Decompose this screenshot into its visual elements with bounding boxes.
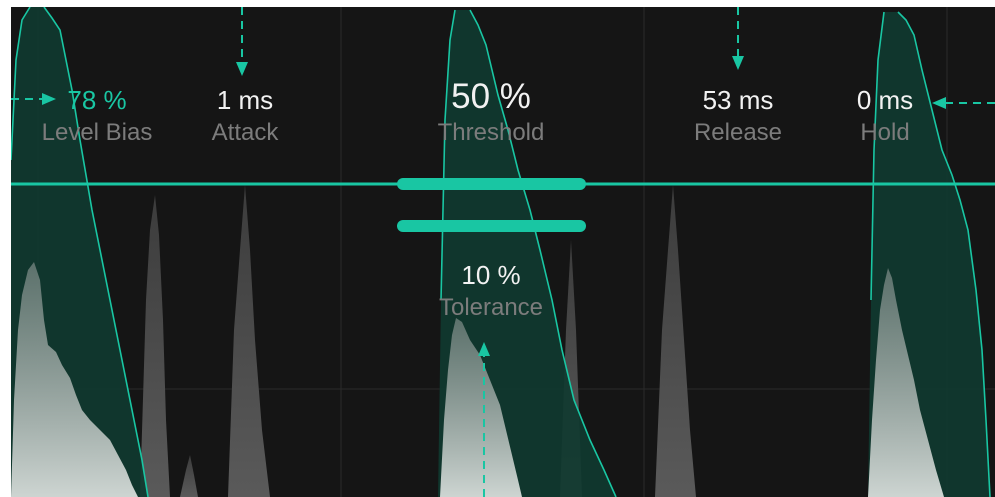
attack-param[interactable]: 1 ms Attack <box>155 85 335 147</box>
hold-label: Hold <box>795 119 975 147</box>
tolerance-handle[interactable] <box>397 220 586 232</box>
tolerance-label: Tolerance <box>401 294 581 322</box>
attack-label: Attack <box>155 119 335 147</box>
tolerance-value[interactable]: 10 % <box>401 260 581 290</box>
arrowhead <box>236 62 248 76</box>
tolerance-param[interactable]: 10 % Tolerance <box>401 260 581 322</box>
waveform-peak <box>140 195 170 497</box>
threshold-param[interactable]: 50 % Threshold <box>401 77 581 147</box>
attack-value[interactable]: 1 ms <box>155 85 335 115</box>
hold-value[interactable]: 0 ms <box>795 85 975 115</box>
waveform-peak <box>655 185 696 497</box>
threshold-value[interactable]: 50 % <box>401 77 581 117</box>
arrowhead <box>732 56 744 70</box>
threshold-handle[interactable] <box>397 178 586 190</box>
waveform-peak <box>180 455 198 497</box>
waveform-peak <box>228 185 270 497</box>
threshold-label: Threshold <box>401 119 581 147</box>
hold-param[interactable]: 0 ms Hold <box>795 85 975 147</box>
